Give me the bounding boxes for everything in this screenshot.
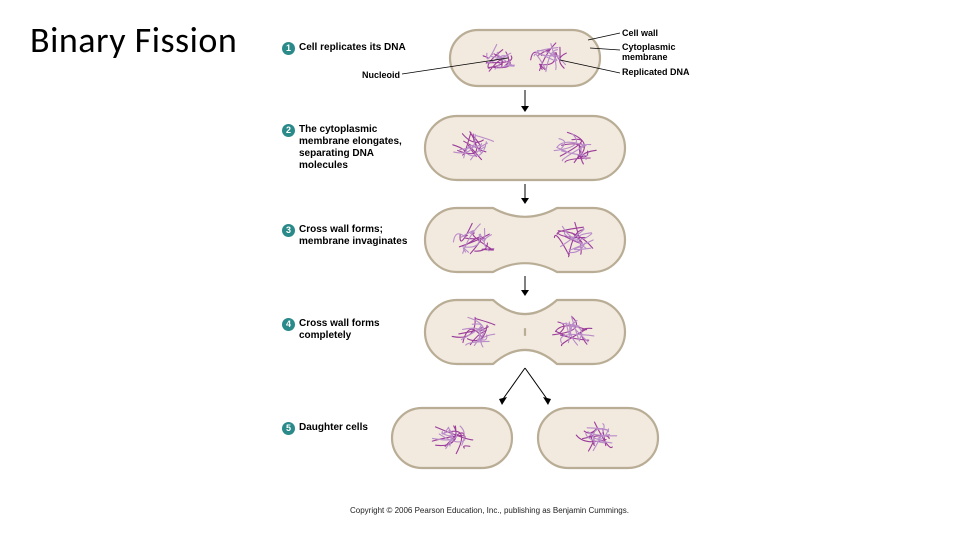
step-badge-2: 2 [282,124,295,137]
step-text-3: Cross wall forms; membrane invaginates [299,224,414,248]
step-badge-4: 4 [282,318,295,331]
callout-cytoplasmic-membrane: Cytoplasmic membrane [622,42,702,63]
step-badge-1: 1 [282,42,295,55]
step-label-1: 1 Cell replicates its DNA [282,42,406,55]
binary-fission-diagram: 1 Cell replicates its DNA 2 The cytoplasmi… [260,18,730,528]
diagram-svg [260,18,730,518]
step-text-1: Cell replicates its DNA [299,42,406,54]
step-text-5: Daughter cells [299,422,368,434]
callout-cell-wall: Cell wall [622,28,658,38]
copyright-text: Copyright © 2006 Pearson Education, Inc.… [350,506,629,515]
step-badge-5: 5 [282,422,295,435]
callout-replicated-dna: Replicated DNA [622,67,690,77]
page-title: Binary Fission [30,18,237,62]
step-text-2: The cytoplasmic membrane elongates, sepa… [299,124,419,172]
step-label-2: 2 The cytoplasmic membrane elongates, sep… [282,124,419,172]
step-label-4: 4 Cross wall forms completely [282,318,409,342]
step-label-3: 3 Cross wall forms; membrane invaginates [282,224,414,248]
callout-nucleoid: Nucleoid [362,70,400,80]
step-badge-3: 3 [282,224,295,237]
step-text-4: Cross wall forms completely [299,318,409,342]
step-label-5: 5 Daughter cells [282,422,368,435]
